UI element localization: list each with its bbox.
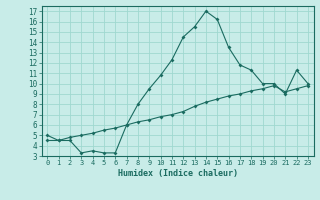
X-axis label: Humidex (Indice chaleur): Humidex (Indice chaleur) [118, 169, 237, 178]
